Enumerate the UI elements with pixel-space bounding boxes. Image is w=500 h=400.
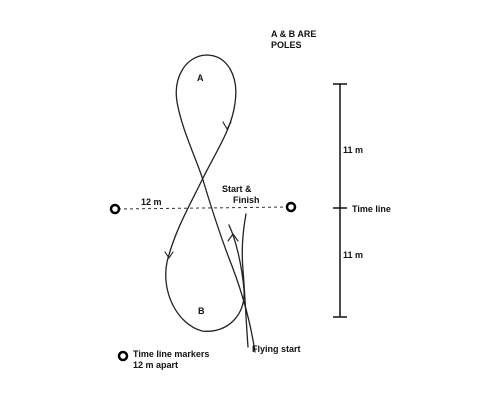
note-line-2: POLES bbox=[271, 40, 302, 50]
time-line bbox=[117, 206, 291, 210]
pole-b-label: B bbox=[198, 306, 205, 316]
start-finish-label-line-1: Start & bbox=[222, 184, 252, 194]
time-line-marker-right bbox=[285, 201, 297, 213]
direction-arrow-upper-right bbox=[222, 121, 232, 130]
note-line-1: A & B ARE bbox=[271, 29, 316, 39]
legend-marker-icon bbox=[117, 350, 129, 362]
direction-arrow-lower-left bbox=[164, 251, 174, 259]
flying-start-label: Flying start bbox=[252, 344, 301, 354]
flying-start-path bbox=[241, 213, 249, 348]
lower-dimension-label: 11 m bbox=[343, 250, 363, 260]
time-line-label: Time line bbox=[352, 204, 391, 214]
start-finish-label-line-2: Finish bbox=[233, 195, 260, 205]
legend-line-2: 12 m apart bbox=[133, 360, 178, 370]
upper-dimension-label: 11 m bbox=[343, 145, 363, 155]
horizontal-dimension-label: 12 m bbox=[141, 197, 162, 207]
time-line-marker-left bbox=[109, 203, 121, 215]
direction-arrow-lower-right bbox=[227, 233, 239, 242]
pole-a-label: A bbox=[197, 73, 204, 83]
legend-line-1: Time line markers bbox=[133, 349, 209, 359]
course-path bbox=[165, 54, 256, 353]
